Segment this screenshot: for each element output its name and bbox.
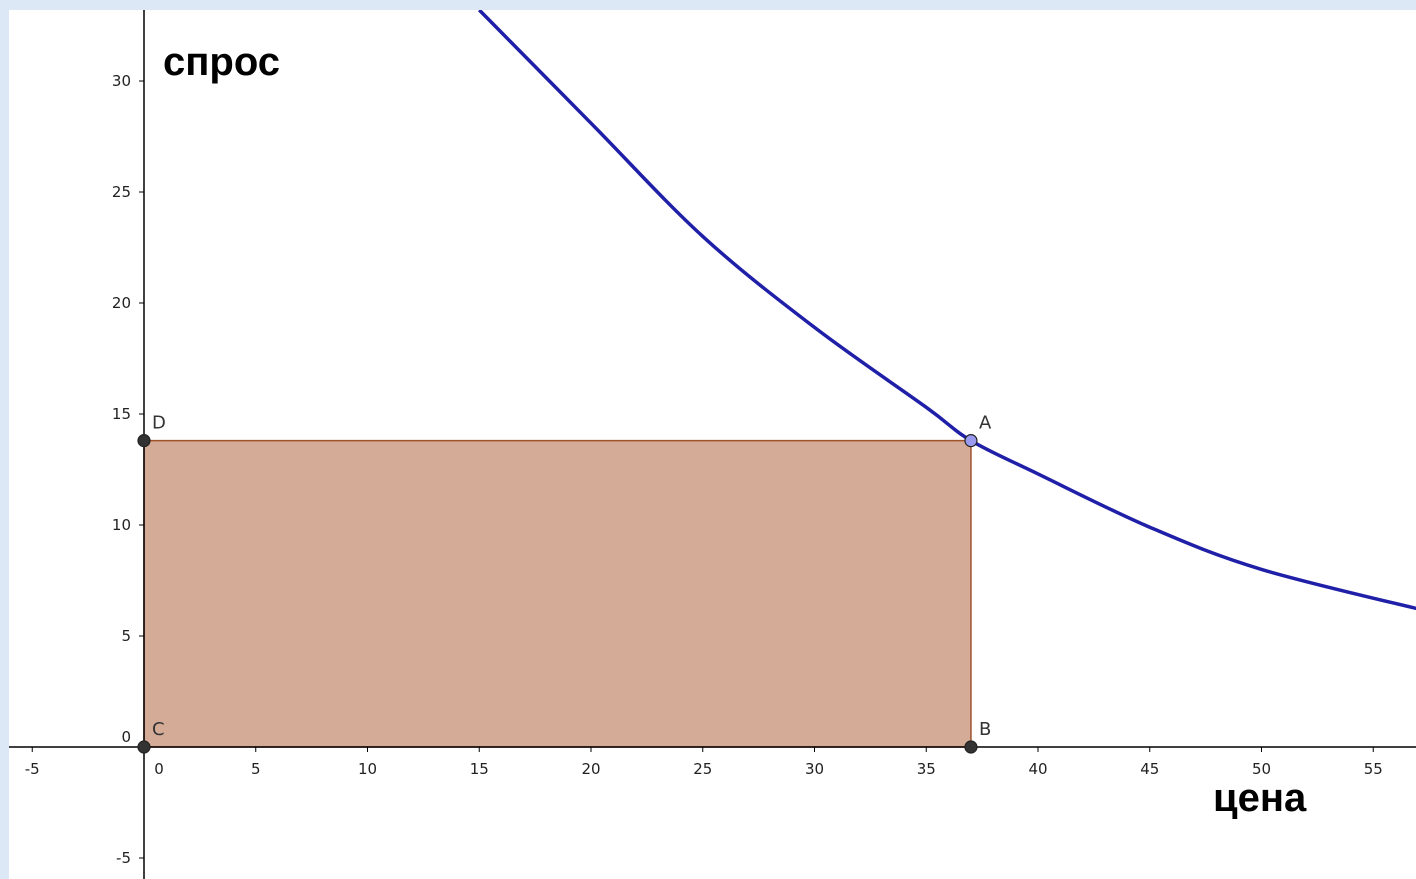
- x-tick-label: -5: [25, 760, 40, 778]
- y-tick-label: 15: [112, 405, 131, 423]
- y-tick-label: 30: [112, 72, 131, 90]
- x-tick-label: 40: [1028, 760, 1047, 778]
- y-tick-label: 25: [112, 183, 131, 201]
- y-tick-label: 10: [112, 516, 131, 534]
- point-a[interactable]: [964, 434, 978, 448]
- point-c[interactable]: [137, 740, 151, 754]
- x-tick-label: 55: [1364, 760, 1383, 778]
- point-label-a: A: [979, 413, 992, 434]
- plot-area: -5 0 5 10 15 20 25 30 35 40 45 50 55 -5 0 5 10 15 20 25 30 A B…: [9, 10, 1416, 879]
- point-label-c: C: [152, 719, 165, 740]
- graph-canvas: -5 0 5 10 15 20 25 30 35 40 45 50 55 -5 0 5 10 15 20 25 30 A B…: [9, 10, 1416, 879]
- point-label-d: D: [152, 413, 166, 434]
- y-tick-label: -5: [116, 849, 131, 867]
- demand-curve: [478, 10, 1416, 611]
- point-label-b: B: [979, 719, 991, 740]
- point-d[interactable]: [137, 434, 151, 448]
- x-tick-label: 25: [693, 760, 712, 778]
- x-tick-label: 0: [154, 760, 164, 778]
- y-tick-label: 5: [121, 627, 131, 645]
- x-tick-label: 45: [1140, 760, 1159, 778]
- x-tick-label: 15: [470, 760, 489, 778]
- area-rectangle: [143, 439, 972, 748]
- point-b[interactable]: [964, 740, 978, 754]
- x-tick-label: 30: [805, 760, 824, 778]
- x-tick-label: 50: [1252, 760, 1271, 778]
- x-tick-label: 5: [251, 760, 261, 778]
- y-tick-label: 0: [121, 728, 131, 746]
- x-tick-label: 35: [917, 760, 936, 778]
- y-tick-label: 20: [112, 294, 131, 312]
- x-tick-label: 10: [358, 760, 377, 778]
- x-tick-label: 20: [581, 760, 600, 778]
- y-axis-title: спрос: [163, 40, 280, 84]
- x-axis-title: цена: [1213, 776, 1307, 820]
